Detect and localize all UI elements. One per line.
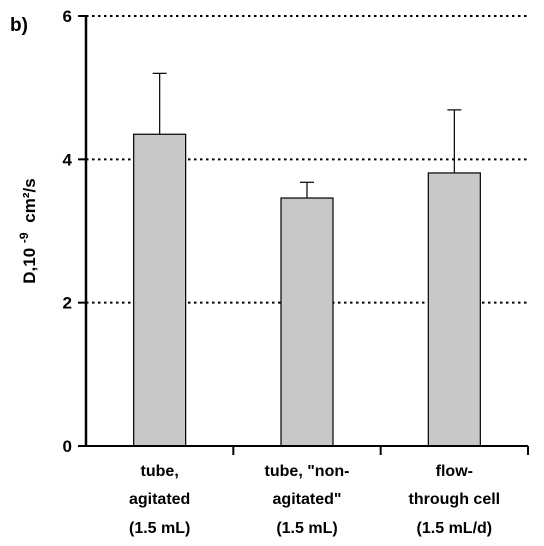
category-label-3-line-2: through cell bbox=[409, 491, 501, 508]
panel-label: b) bbox=[10, 15, 28, 36]
bar-2 bbox=[280, 197, 334, 447]
y-tick-label-6: 6 bbox=[63, 7, 72, 26]
category-label-1-line-3: (1.5 mL) bbox=[129, 520, 190, 537]
category-label-2-line-1: tube, "non- bbox=[265, 463, 350, 480]
y-tick-label-4: 4 bbox=[63, 150, 73, 169]
category-label-1-line-1: tube, bbox=[141, 463, 179, 480]
y-axis-title-unit: cm²/s bbox=[20, 178, 39, 222]
category-label-3-line-3: (1.5 mL/d) bbox=[417, 520, 493, 537]
y-axis-title-exponent: -9 bbox=[17, 232, 31, 243]
category-label-2-line-2: agitated" bbox=[273, 491, 342, 508]
error-bars bbox=[152, 72, 462, 199]
axes bbox=[78, 15, 529, 455]
y-tick-label-0: 0 bbox=[63, 437, 72, 456]
category-label-2-line-3: (1.5 mL) bbox=[276, 520, 337, 537]
bars bbox=[133, 133, 481, 447]
labels: 0 2 4 6 tube, agitated (1.5 mL) tube, "non-agit… bbox=[63, 7, 501, 537]
y-axis-title-main: D,10 bbox=[20, 248, 39, 284]
bar-3 bbox=[427, 172, 481, 447]
category-label-3-line-1: flow- bbox=[436, 463, 473, 480]
bar-1 bbox=[133, 133, 187, 447]
y-axis-title: D,10 -9 cm²/s bbox=[13, 178, 39, 283]
category-label-1-line-2: agitated bbox=[129, 491, 190, 508]
y-tick-label-2: 2 bbox=[63, 294, 72, 313]
